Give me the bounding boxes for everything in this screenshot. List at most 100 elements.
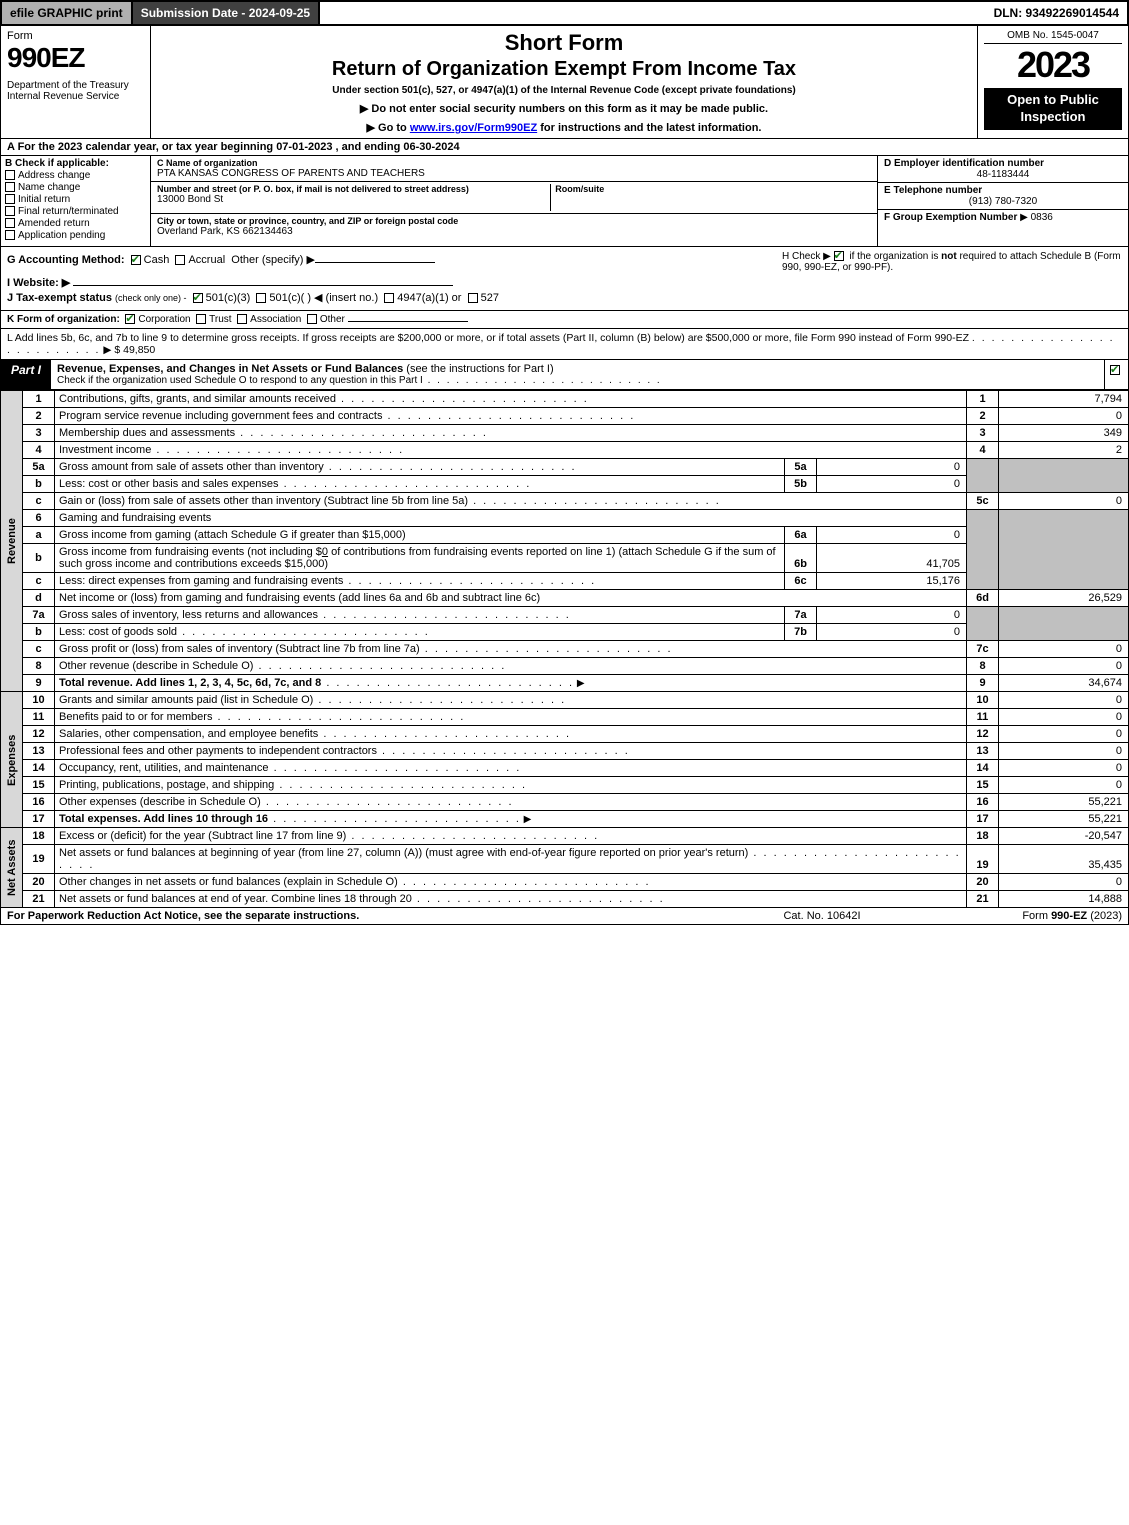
chk-4947[interactable] [384, 293, 394, 303]
table-row: 5a Gross amount from sale of assets othe… [1, 459, 1129, 476]
part1-subtitle: Check if the organization used Schedule … [57, 375, 1098, 386]
city-value: Overland Park, KS 662134463 [157, 226, 871, 237]
table-row: 17Total expenses. Add lines 10 through 1… [1, 811, 1129, 828]
chk-name-change[interactable]: Name change [5, 182, 146, 193]
k-trust: Trust [209, 314, 231, 325]
header-center: Short Form Return of Organization Exempt… [151, 26, 978, 138]
irs-link[interactable]: www.irs.gov/Form990EZ [410, 122, 537, 134]
lines-table: Revenue 1 Contributions, gifts, grants, … [0, 390, 1129, 908]
chk-trust[interactable] [196, 314, 206, 324]
note-link-line: ▶ Go to www.irs.gov/Form990EZ for instru… [157, 121, 971, 134]
part1-header: Part I Revenue, Expenses, and Changes in… [0, 360, 1129, 390]
k-other-input[interactable] [348, 321, 468, 322]
block-bcdef: B Check if applicable: Address change Na… [0, 156, 1129, 247]
chk-501c3[interactable] [193, 293, 203, 303]
website-input[interactable] [73, 285, 453, 286]
form-label: Form [7, 30, 144, 42]
group-exemption-arrow: ▶ [1020, 212, 1028, 223]
k-other: Other [320, 314, 345, 325]
chk-cash[interactable] [131, 255, 141, 265]
street-value: 13000 Bond St [157, 194, 871, 205]
j-paren: (check only one) - [115, 293, 187, 303]
table-row: d Net income or (loss) from gaming and f… [1, 590, 1129, 607]
group-exemption-label: F Group Exemption Number [884, 212, 1017, 223]
title-short-form: Short Form [157, 30, 971, 56]
line-num: 1 [23, 391, 55, 408]
g-other-input[interactable] [315, 262, 435, 263]
table-row: c Less: direct expenses from gaming and … [1, 573, 1129, 590]
table-row: 20Other changes in net assets or fund ba… [1, 874, 1129, 891]
chk-application-pending[interactable]: Application pending [5, 230, 146, 241]
phone-value: (913) 780-7320 [884, 196, 1122, 207]
sidebar-revenue: Revenue [1, 391, 23, 692]
note-goto-post: for instructions and the latest informat… [537, 122, 761, 134]
table-row: Net Assets 18 Excess or (deficit) for th… [1, 828, 1129, 845]
g-other: Other (specify) ▶ [231, 254, 315, 266]
chk-other[interactable] [307, 314, 317, 324]
l-value: 49,850 [123, 344, 155, 356]
header-right: OMB No. 1545-0047 2023 Open to Public In… [978, 26, 1128, 138]
chk-accrual[interactable] [175, 255, 185, 265]
part1-title-text: Revenue, Expenses, and Changes in Net As… [57, 363, 403, 375]
chk-corporation[interactable] [125, 314, 135, 324]
chk-address-change[interactable]: Address change [5, 170, 146, 181]
open-to-public: Open to Public Inspection [984, 88, 1122, 130]
chk-h[interactable] [834, 251, 844, 261]
group-exemption-value: 0836 [1031, 212, 1053, 223]
h-not: not [941, 251, 957, 262]
line-rnum: 1 [967, 391, 999, 408]
table-row: b Gross income from fundraising events (… [1, 544, 1129, 573]
ein-label: D Employer identification number [884, 158, 1122, 169]
section-c: C Name of organization PTA KANSAS CONGRE… [151, 156, 878, 246]
subtitle: Under section 501(c), 527, or 4947(a)(1)… [157, 85, 971, 96]
line-desc: Contributions, gifts, grants, and simila… [55, 391, 967, 408]
table-row: 6 Gaming and fundraising events [1, 510, 1129, 527]
chk-initial-return[interactable]: Initial return [5, 194, 146, 205]
city-label: City or town, state or province, country… [157, 216, 871, 226]
part1-tab: Part I [1, 360, 51, 389]
department-label: Department of the Treasury Internal Reve… [7, 80, 144, 102]
street-row: Number and street (or P. O. box, if mail… [151, 182, 877, 214]
title-return: Return of Organization Exempt From Incom… [157, 58, 971, 81]
street-label: Number and street (or P. O. box, if mail… [157, 184, 871, 194]
table-row: c Gain or (loss) from sale of assets oth… [1, 493, 1129, 510]
l-text: L Add lines 5b, 6c, and 7b to line 9 to … [7, 332, 969, 344]
table-row: a Gross income from gaming (attach Sched… [1, 527, 1129, 544]
city-row: City or town, state or province, country… [151, 214, 877, 246]
section-b-header: B Check if applicable: [5, 158, 146, 169]
table-row: c Gross profit or (loss) from sales of i… [1, 641, 1129, 658]
phone-label: E Telephone number [884, 185, 1122, 196]
table-row: 7a Gross sales of inventory, less return… [1, 607, 1129, 624]
table-row: 3 Membership dues and assessments 3 349 [1, 425, 1129, 442]
table-row: 12Salaries, other compensation, and empl… [1, 726, 1129, 743]
k-label: K Form of organization: [7, 314, 120, 325]
table-row: Expenses 10 Grants and similar amounts p… [1, 692, 1129, 709]
g-cash: Cash [144, 254, 170, 266]
part1-title-paren: (see the instructions for Part I) [406, 363, 553, 375]
sidebar-expenses: Expenses [1, 692, 23, 828]
table-row: 11Benefits paid to or for members110 [1, 709, 1129, 726]
table-row: 14Occupancy, rent, utilities, and mainte… [1, 760, 1129, 777]
chk-association[interactable] [237, 314, 247, 324]
table-row: 21Net assets or fund balances at end of … [1, 891, 1129, 908]
chk-501c[interactable] [256, 293, 266, 303]
footer-left: For Paperwork Reduction Act Notice, see … [7, 910, 722, 922]
chk-final-return[interactable]: Final return/terminated [5, 206, 146, 217]
k-assoc: Association [250, 314, 301, 325]
chk-527[interactable] [468, 293, 478, 303]
chk-amended-return[interactable]: Amended return [5, 218, 146, 229]
submission-date-button[interactable]: Submission Date - 2024-09-25 [133, 2, 320, 24]
section-h: H Check ▶ if the organization is not req… [782, 251, 1122, 273]
omb-number: OMB No. 1545-0047 [984, 30, 1122, 44]
l-arrow: ▶ $ [103, 344, 120, 356]
form-header: Form 990EZ Department of the Treasury In… [0, 26, 1129, 139]
sidebar-netassets: Net Assets [1, 828, 23, 908]
efile-print-button[interactable]: efile GRAPHIC print [2, 2, 133, 24]
row-a-tax-year: A For the 2023 calendar year, or tax yea… [0, 139, 1129, 156]
j-527: 527 [481, 292, 499, 304]
table-row: 13Professional fees and other payments t… [1, 743, 1129, 760]
h-text2: if the organization is [849, 251, 941, 262]
section-f: F Group Exemption Number ▶ 0836 [878, 210, 1128, 225]
part1-checkbox[interactable] [1104, 360, 1128, 389]
top-toolbar: efile GRAPHIC print Submission Date - 20… [0, 0, 1129, 26]
